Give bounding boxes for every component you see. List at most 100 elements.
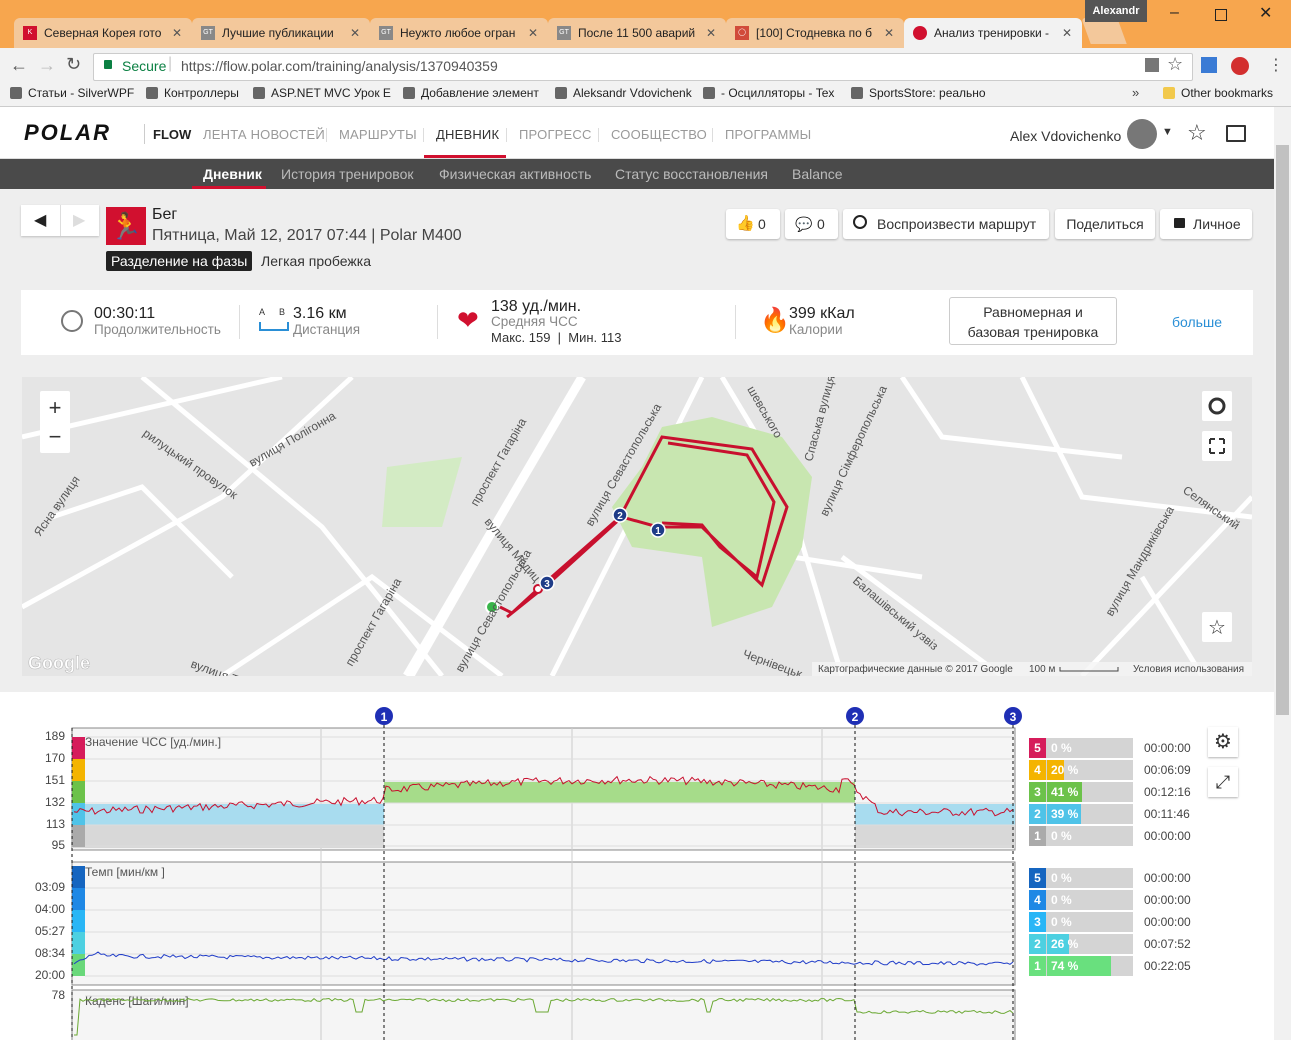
user-name[interactable]: Alex Vdovichenko (1010, 128, 1121, 144)
sub-nav-item[interactable]: Физическая активность (439, 166, 591, 182)
reload-button[interactable]: ↻ (66, 54, 81, 75)
y-tick-label: 04:00 (25, 902, 65, 916)
browser-tab[interactable]: ◯[100] Стодневка по б✕ (726, 18, 904, 48)
distance-label: Дистанция (293, 322, 360, 337)
phase-badge[interactable]: Разделение на фазы (106, 251, 252, 271)
previous-session[interactable]: ◀ (34, 210, 46, 230)
fullscreen-button[interactable] (1202, 431, 1232, 461)
menu-item[interactable]: ЛЕНТА НОВОСТЕЙ (203, 127, 325, 142)
zoom-in[interactable]: + (49, 395, 62, 420)
menu-item[interactable]: ПРОГРАММЫ (725, 127, 811, 142)
avatar[interactable] (1127, 119, 1157, 149)
sub-nav-item[interactable]: Статус восстановления (615, 166, 768, 182)
zone-row: 30 % (1029, 912, 1133, 932)
locate-button[interactable] (1202, 391, 1232, 421)
forward-button[interactable]: → (38, 55, 56, 76)
tab-close[interactable]: ✕ (1062, 18, 1072, 48)
other-bookmarks[interactable]: Other bookmarks (1163, 86, 1273, 100)
divider (437, 305, 438, 339)
menu-item[interactable]: МАРШРУТЫ (339, 127, 417, 142)
scrollbar-thumb[interactable] (1276, 145, 1289, 715)
more-link[interactable]: больше (1172, 314, 1222, 330)
browser-tab[interactable]: GTНеужто любое огран✕ (370, 18, 548, 48)
zone-percent: 26 % (1051, 934, 1078, 954)
lap-number: 3 (544, 579, 550, 590)
back-button[interactable]: ← (10, 55, 28, 76)
browser-tab[interactable]: KСеверная Корея гото✕ (14, 18, 192, 48)
zone-percent: 0 % (1051, 868, 1072, 888)
sub-nav-item[interactable]: Balance (792, 166, 843, 182)
tab-close[interactable]: ✕ (884, 18, 894, 48)
messages-icon[interactable] (1226, 125, 1246, 142)
star-icon[interactable]: ☆ (1167, 54, 1183, 75)
distance-a: A (259, 307, 265, 317)
zone-number: 1 (1029, 826, 1046, 846)
browser-tab[interactable]: GTЛучшие публикации✕ (192, 18, 370, 48)
close-button[interactable]: ✕ (1259, 3, 1272, 23)
play-route-button[interactable]: Воспроизвести маршрут (843, 209, 1049, 239)
browser-tab[interactable]: GTПосле 11 500 аварий✕ (548, 18, 726, 48)
session-note: Легкая пробежка (261, 253, 371, 269)
bookmark[interactable]: Добавление элемент (403, 86, 539, 100)
chart-settings-button[interactable]: ⚙ (1208, 727, 1238, 757)
bookmark-title: - Осцилляторы - Tex (721, 86, 834, 100)
maximize-button[interactable] (1215, 9, 1227, 21)
menu-icon[interactable]: ⋮ (1268, 55, 1284, 75)
tab-close[interactable]: ✕ (706, 18, 716, 48)
zone-time: 00:06:09 (1144, 763, 1191, 777)
zone-row: 10 % (1029, 826, 1133, 846)
zone-row: 239 % (1029, 804, 1133, 824)
bookmark[interactable]: ASP.NET MVC Урок E (253, 86, 391, 100)
menu-item[interactable]: ПРОГРЕСС (519, 127, 592, 142)
bookmark[interactable]: Статьи - SilverWPF (10, 86, 134, 100)
bookmark[interactable]: Aleksandr Vdovichenk (555, 86, 692, 100)
next-session[interactable]: ▶ (73, 210, 85, 230)
share-button[interactable]: Поделиться (1055, 209, 1155, 239)
training-benefit[interactable]: Равномерная и базовая тренировка (949, 297, 1117, 345)
bookmark-title: Добавление элемент (421, 86, 539, 100)
y-tick-label: 05:27 (25, 924, 65, 938)
like-button[interactable]: 👍0 (726, 209, 780, 239)
zone-row: 50 % (1029, 738, 1133, 758)
distance-icon (259, 322, 289, 331)
map[interactable]: 123 рилуцький провулоквулиця ПолігоннаЯс… (22, 377, 1252, 676)
zone-row: 226 % (1029, 934, 1133, 954)
sub-nav-item[interactable]: Дневник (203, 166, 262, 182)
zoom-out[interactable]: − (49, 424, 62, 449)
privacy-button[interactable]: Личное (1160, 209, 1252, 239)
bookmark-icon (555, 87, 567, 99)
lap-number: 2 (617, 511, 623, 522)
y-tick-label: 132 (25, 795, 65, 809)
favorites-icon[interactable]: ☆ (1187, 120, 1207, 146)
minimize-button[interactable]: – (1170, 4, 1179, 22)
tab-close[interactable]: ✕ (172, 18, 182, 48)
comment-button[interactable]: 💬0 (785, 209, 838, 239)
map-terms[interactable]: Условия использования (1133, 664, 1244, 675)
menu-item[interactable]: СООБЩЕСТВО (611, 127, 707, 142)
tab-title: [100] Стодневка по б (756, 26, 872, 40)
zone-number: 5 (1029, 868, 1046, 888)
translate-icon[interactable] (1145, 58, 1159, 72)
menu-item[interactable]: ДНЕВНИК (436, 127, 499, 142)
chart-fullscreen-button[interactable]: ⤢ (1208, 767, 1238, 797)
sub-nav-item[interactable]: История тренировок (281, 166, 413, 182)
bookmarks-overflow[interactable]: » (1132, 85, 1139, 100)
adblock-icon[interactable] (1231, 57, 1249, 75)
bookmark[interactable]: - Осцилляторы - Tex (703, 86, 834, 100)
url[interactable]: https://flow.polar.com/training/analysis… (181, 58, 498, 74)
browser-tab[interactable]: Анализ тренировки -✕ (904, 18, 1082, 48)
distance-b: B (279, 307, 285, 317)
zone-row: 50 % (1029, 868, 1133, 888)
extension-icon[interactable] (1201, 57, 1217, 73)
bookmark[interactable]: Контроллеры (146, 86, 239, 100)
logo[interactable]: POLAR (24, 120, 111, 146)
tab-close[interactable]: ✕ (528, 18, 538, 48)
zone-band (855, 825, 1015, 848)
y-tick-label: 170 (25, 751, 65, 765)
bookmark[interactable]: SportsStore: реально (851, 86, 986, 100)
comment-count: 0 (817, 216, 825, 232)
bookmark-title: Статьи - SilverWPF (28, 86, 134, 100)
profile-badge[interactable]: Alexandr (1085, 0, 1147, 22)
tab-close[interactable]: ✕ (350, 18, 360, 48)
user-dropdown[interactable]: ▼ (1162, 126, 1173, 138)
